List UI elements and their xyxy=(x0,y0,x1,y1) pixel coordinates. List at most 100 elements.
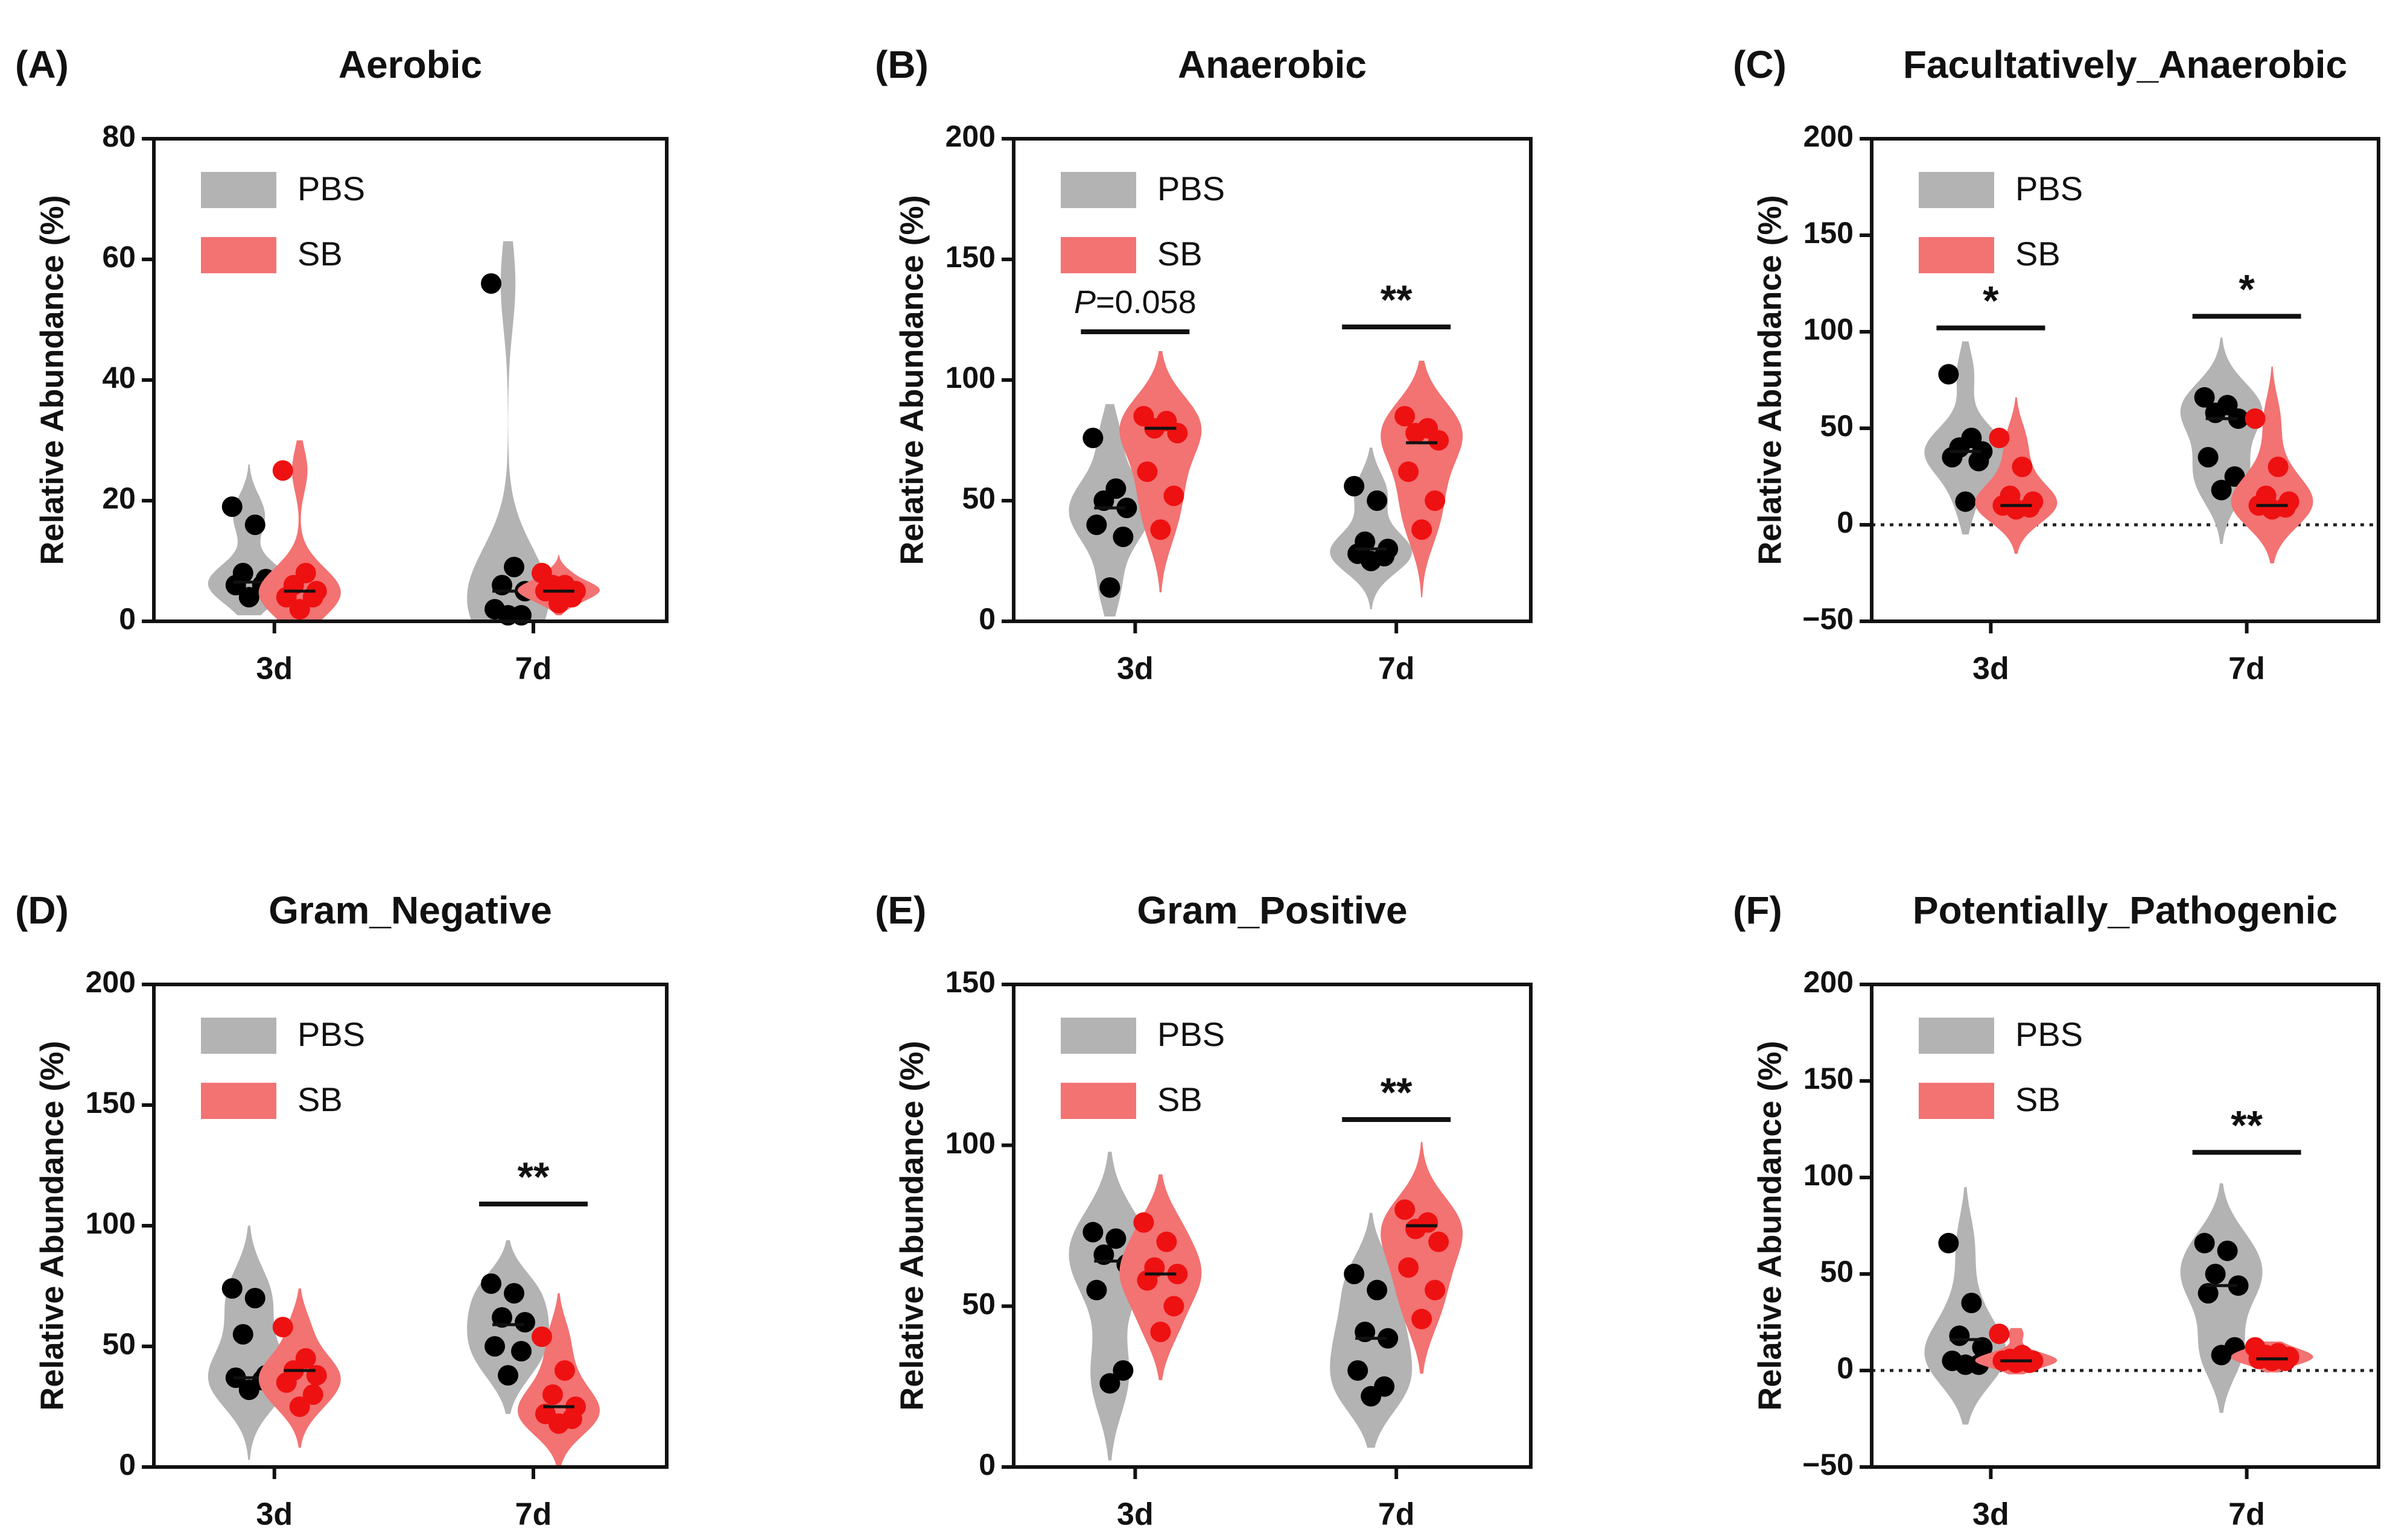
data-point-sb-3d xyxy=(2006,1352,2027,1374)
data-point-pbs-3d xyxy=(1113,1360,1134,1381)
data-point-pbs-3d xyxy=(1099,1373,1120,1394)
violin-sb-7d xyxy=(1381,1142,1463,1374)
panel-title: Gram_Positive xyxy=(1137,889,1407,932)
y-tick-label: −50 xyxy=(1802,1448,1854,1481)
legend-label-pbs: PBS xyxy=(297,1015,365,1053)
legend-swatch-sb xyxy=(1061,237,1136,273)
panel-label: (B) xyxy=(875,43,929,86)
panel-c: (C) Facultatively_Anaerobic Relative Abund… xyxy=(1733,43,2380,686)
data-point-pbs-3d xyxy=(1099,577,1120,598)
legend-swatch-pbs xyxy=(201,1018,276,1054)
data-point-pbs-7d xyxy=(1344,476,1365,496)
data-point-sb-7d xyxy=(1398,1257,1419,1278)
data-point-sb-3d xyxy=(1137,461,1158,482)
data-point-sb-3d xyxy=(289,1396,310,1417)
legend-swatch-pbs xyxy=(1061,1018,1136,1054)
x-tick-label: 7d xyxy=(2228,651,2265,686)
data-point-pbs-7d xyxy=(2211,480,2232,501)
legend-label-pbs: PBS xyxy=(2015,1015,2083,1053)
y-tick-label: 20 xyxy=(102,481,136,515)
legend-label-sb: SB xyxy=(2015,235,2061,273)
x-tick-label: 7d xyxy=(1378,651,1415,686)
panel-label: (E) xyxy=(875,889,926,932)
data-point-sb-7d xyxy=(1425,1279,1446,1301)
data-point-sb-7d xyxy=(1425,490,1446,511)
data-point-pbs-7d xyxy=(2228,1275,2249,1296)
axes-frame xyxy=(1870,137,2380,623)
legend-label-pbs: PBS xyxy=(2015,170,2083,208)
p-value-prefix: P xyxy=(1074,284,1096,320)
x-tick-label: 7d xyxy=(1378,1497,1415,1532)
data-point-pbs-7d xyxy=(2224,466,2245,487)
legend-swatch-pbs xyxy=(1061,172,1136,208)
legend-swatch-sb xyxy=(201,1083,276,1119)
data-point-pbs-7d xyxy=(504,557,524,577)
data-point-pbs-7d xyxy=(481,273,501,294)
violin-sb-3d xyxy=(258,440,341,621)
data-point-sb-3d xyxy=(2012,457,2033,477)
data-point-sb-7d xyxy=(555,1360,575,1381)
data-point-pbs-7d xyxy=(2198,447,2219,467)
data-point-sb-3d xyxy=(276,1372,297,1393)
data-point-pbs-7d xyxy=(1378,1328,1399,1349)
data-point-sb-7d xyxy=(1411,1308,1432,1329)
y-axis-label: Relative Abundance (%) xyxy=(1752,1041,1788,1410)
data-point-sb-3d xyxy=(306,1365,327,1386)
data-point-pbs-3d xyxy=(232,1324,253,1345)
legend-swatch-sb xyxy=(1919,1083,1994,1119)
data-point-pbs-3d xyxy=(1961,1293,1982,1313)
data-point-pbs-3d xyxy=(1082,1222,1104,1243)
data-point-sb-3d xyxy=(1156,1231,1177,1252)
data-point-pbs-7d xyxy=(1347,1360,1368,1381)
data-point-pbs-3d xyxy=(1093,490,1114,511)
y-tick-label: 150 xyxy=(1803,216,1854,250)
data-point-sb-3d xyxy=(272,460,293,481)
data-point-pbs-7d xyxy=(1344,1264,1365,1284)
axes-frame xyxy=(1012,983,1533,1469)
data-point-pbs-3d xyxy=(221,1278,243,1299)
data-point-sb-3d xyxy=(1163,1296,1184,1317)
y-tick-label: 50 xyxy=(1820,409,1854,443)
legend-label-pbs: PBS xyxy=(1157,170,1225,208)
violin-pbs-7d xyxy=(2180,1183,2263,1413)
data-point-pbs-7d xyxy=(1367,1279,1388,1301)
legend-swatch-pbs xyxy=(201,172,276,208)
data-point-sb-7d xyxy=(1428,1231,1449,1252)
x-tick-label: 7d xyxy=(515,651,552,686)
data-point-pbs-7d xyxy=(2217,1240,2238,1261)
panel-label: (C) xyxy=(1733,43,1787,86)
y-axis-label: Relative Abundance (%) xyxy=(894,1041,930,1410)
axes-frame xyxy=(152,137,669,623)
data-point-sb-3d xyxy=(1989,428,2010,448)
legend-swatch-sb xyxy=(201,237,276,273)
data-point-sb-7d xyxy=(2261,499,2283,520)
panel-f: (F) Potentially_Pathogenic Relative Abunda… xyxy=(1733,889,2380,1532)
data-point-pbs-7d xyxy=(2194,1232,2215,1253)
data-point-sb-7d xyxy=(1411,519,1432,540)
panel-title: Gram_Negative xyxy=(269,889,552,932)
data-point-pbs-7d xyxy=(1367,490,1388,511)
legend-swatch-pbs xyxy=(1919,172,1994,208)
panel-b: (B) Anaerobic Relative Abundance (%) 0 50 100… xyxy=(875,43,1533,686)
data-point-sb-7d xyxy=(2261,1351,2283,1371)
x-tick-label: 3d xyxy=(1972,651,2009,686)
panel-label: (F) xyxy=(1733,889,1782,932)
data-point-pbs-7d xyxy=(2194,387,2215,408)
p-value-text: =0.058 xyxy=(1096,284,1196,320)
data-point-pbs-3d xyxy=(221,496,243,517)
y-tick-label: 150 xyxy=(1803,1062,1854,1095)
y-tick-label: 100 xyxy=(1803,1158,1854,1192)
data-point-pbs-3d xyxy=(1082,428,1104,448)
legend-label-sb: SB xyxy=(1157,235,1203,273)
x-tick-label: 3d xyxy=(1117,651,1154,686)
y-tick-label: 50 xyxy=(102,1327,136,1361)
y-tick-label: 150 xyxy=(945,240,996,274)
y-tick-label: 0 xyxy=(119,1448,136,1481)
data-point-pbs-3d xyxy=(238,587,259,607)
violin-sb-3d xyxy=(1119,1174,1202,1380)
y-tick-label: 200 xyxy=(86,965,136,999)
data-point-sb-7d xyxy=(1405,423,1426,443)
significance-stars: ** xyxy=(1381,277,1413,323)
y-tick-label: 40 xyxy=(102,361,136,395)
data-point-pbs-3d xyxy=(1955,1354,1976,1375)
